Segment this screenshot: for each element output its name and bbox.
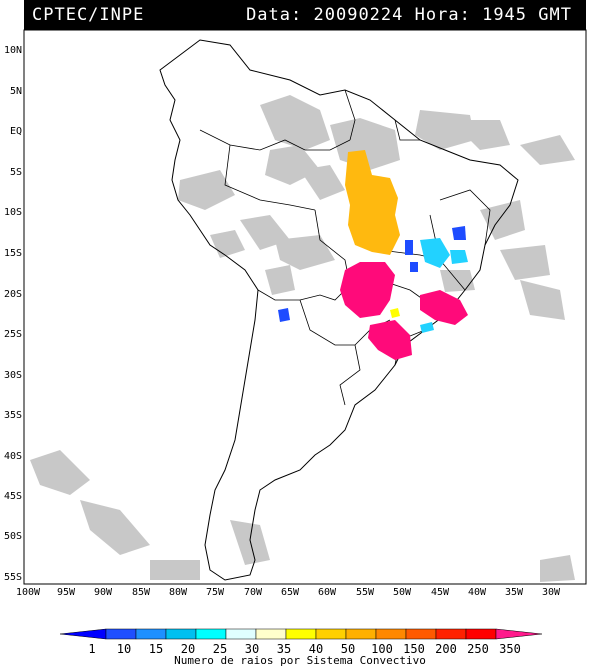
lon-tick: 80W: [168, 587, 188, 598]
lightning-map: [23, 29, 587, 585]
colorbar-segment: [405, 628, 437, 640]
colorbar-segment: [195, 628, 227, 640]
lon-tick: 45W: [430, 587, 450, 598]
lat-tick: EQ: [9, 126, 22, 137]
storm-cyan-3: [420, 322, 434, 333]
date-value: 20090224: [313, 5, 404, 25]
colorbar-label: 30: [244, 642, 260, 656]
lat-tick: 35S: [3, 410, 22, 421]
colorbar-label: 25: [212, 642, 228, 656]
lat-tick: 40S: [3, 451, 22, 462]
colorbar-segment: [315, 628, 347, 640]
storm-cyan-1: [420, 238, 450, 268]
lat-tick: 45S: [3, 491, 22, 502]
lat-tick: 5S: [9, 167, 22, 178]
lat-tick: 55S: [3, 572, 22, 583]
colorbar-segments: [59, 628, 543, 640]
lon-tick: 95W: [56, 587, 76, 598]
lon-tick: 50W: [392, 587, 412, 598]
lat-tick: 10N: [3, 45, 22, 56]
lat-tick: 10S: [3, 207, 22, 218]
hour-value: 1945: [482, 5, 528, 25]
colorbar-label: 200: [435, 642, 457, 656]
storm-cyan-2: [450, 250, 468, 264]
colorbar-label: 250: [467, 642, 489, 656]
colorbar-segment: [135, 628, 167, 640]
lon-tick: 30W: [541, 587, 561, 598]
colorbar-segment: [165, 628, 197, 640]
colorbar-segment: [255, 628, 287, 640]
storm-blue-3: [410, 262, 418, 272]
storm-yellow: [390, 308, 400, 318]
colorbar-segment: [59, 628, 107, 640]
lon-tick: 100W: [15, 587, 41, 598]
storm-blue-1: [452, 226, 466, 240]
lat-tick: 30S: [3, 370, 22, 381]
colorbar-label: 350: [499, 642, 521, 656]
lon-tick: 75W: [205, 587, 225, 598]
colorbar-label: 50: [340, 642, 356, 656]
colorbar-label: 100: [371, 642, 393, 656]
lon-tick: 40W: [467, 587, 487, 598]
lon-tick: 55W: [355, 587, 375, 598]
colorbar-segment: [465, 628, 497, 640]
colorbar-segment: [435, 628, 467, 640]
lat-tick: 20S: [3, 289, 22, 300]
map-header: CPTEC/INPE Data: 20090224 Hora: 1945 GMT: [24, 0, 586, 30]
colorbar-label: 35: [276, 642, 292, 656]
lat-tick: 15S: [3, 248, 22, 259]
colorbar-segment: [375, 628, 407, 640]
storm-magenta-2: [420, 290, 468, 325]
colorbar-label: 40: [308, 642, 324, 656]
lon-tick: 65W: [280, 587, 300, 598]
colorbar-segment: [225, 628, 257, 640]
colorbar-label: 150: [403, 642, 425, 656]
colorbar: [59, 628, 543, 640]
storm-orange: [345, 150, 400, 255]
colorbar-segment: [105, 628, 137, 640]
colorbar-segment: [285, 628, 317, 640]
source-label: CPTEC/INPE: [32, 5, 145, 25]
colorbar-label: 1: [88, 642, 96, 656]
colorbar-segment: [345, 628, 377, 640]
datetime-label: Data: 20090224 Hora: 1945 GMT: [246, 5, 572, 25]
coastline: [159, 39, 519, 581]
cloud-cover: [30, 95, 575, 582]
colorbar-label: 20: [180, 642, 196, 656]
lon-tick: 85W: [131, 587, 151, 598]
lat-tick: 25S: [3, 329, 22, 340]
lon-tick: 35W: [504, 587, 524, 598]
lat-tick: 5N: [9, 86, 22, 97]
storm-blue-4: [278, 308, 290, 322]
storm-blue-2: [405, 240, 413, 255]
storm-magenta-3: [368, 320, 412, 360]
colorbar-label: 15: [148, 642, 164, 656]
lon-tick: 90W: [93, 587, 113, 598]
lat-tick: 50S: [3, 531, 22, 542]
colorbar-segment: [495, 628, 543, 640]
hour-prefix: Hora:: [414, 5, 471, 25]
storm-systems: [278, 150, 468, 360]
timezone: GMT: [538, 5, 572, 25]
date-prefix: Data:: [246, 5, 303, 25]
colorbar-label: 10: [116, 642, 132, 656]
lon-tick: 60W: [317, 587, 337, 598]
colorbar-title: Numero de raios por Sistema Convectivo: [174, 654, 426, 667]
storm-magenta-1: [340, 262, 395, 318]
lon-tick: 70W: [243, 587, 263, 598]
